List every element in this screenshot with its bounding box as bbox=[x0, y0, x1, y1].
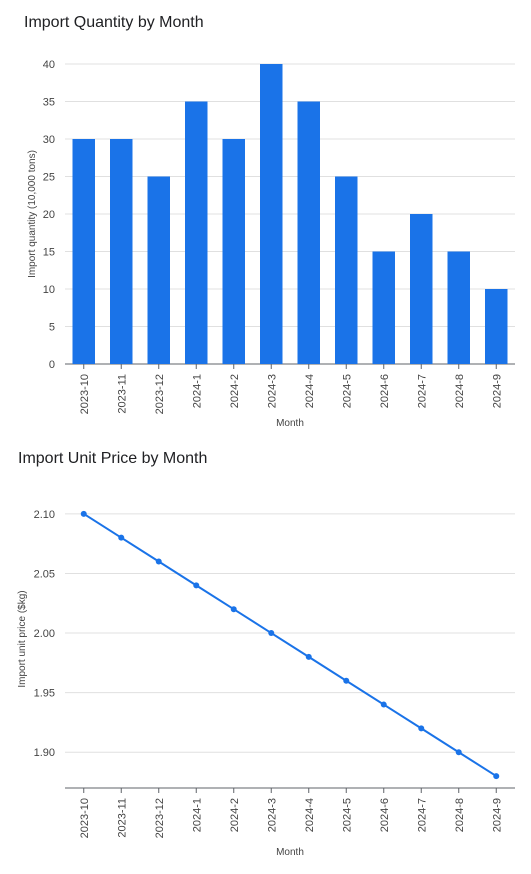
data-point bbox=[118, 534, 125, 541]
bar bbox=[260, 64, 283, 364]
y-tick-label: 30 bbox=[43, 134, 55, 146]
bar bbox=[410, 214, 433, 364]
series-line bbox=[83, 512, 497, 777]
x-tick-label: 2024-5 bbox=[341, 798, 353, 832]
bar bbox=[297, 101, 320, 364]
data-point bbox=[80, 510, 87, 517]
data-point bbox=[418, 725, 425, 732]
x-axis-title: Month bbox=[276, 418, 304, 429]
bar bbox=[485, 289, 508, 364]
x-tick-label: 2024-1 bbox=[191, 798, 203, 832]
y-axis-title: Import unit price ($kg) bbox=[17, 590, 28, 687]
y-tick-label: 1.95 bbox=[34, 688, 55, 700]
x-tick-label: 2023-11 bbox=[116, 798, 128, 838]
data-point bbox=[493, 773, 500, 780]
y-tick-label: 2.05 bbox=[34, 568, 55, 580]
data-point bbox=[155, 558, 162, 565]
y-tick-label: 0 bbox=[49, 359, 55, 371]
x-tick-label: 2024-9 bbox=[491, 374, 503, 408]
data-point bbox=[268, 630, 275, 637]
chart-title: Import Unit Price by Month bbox=[18, 450, 208, 467]
x-tick-label: 2024-5 bbox=[341, 374, 353, 408]
bar bbox=[222, 139, 245, 364]
x-tick-label: 2024-2 bbox=[229, 798, 241, 832]
x-tick-label: 2024-6 bbox=[379, 798, 391, 832]
bar bbox=[147, 176, 170, 364]
bar bbox=[72, 139, 95, 364]
bar bbox=[110, 139, 133, 364]
y-tick-label: 25 bbox=[43, 172, 55, 184]
x-tick-label: 2024-8 bbox=[454, 374, 466, 408]
x-tick-label: 2024-8 bbox=[454, 798, 466, 832]
chart-title: Import Quantity by Month bbox=[24, 14, 204, 31]
x-tick-label: 2023-12 bbox=[154, 798, 166, 838]
x-tick-label: 2024-6 bbox=[379, 374, 391, 408]
y-tick-label: 20 bbox=[43, 209, 55, 221]
x-tick-label: 2023-10 bbox=[79, 798, 91, 838]
bar-chart: 0 5 10 15 20 25 30 35 40 2023-10 2023-11 2023-12 202… bbox=[27, 59, 515, 429]
data-point bbox=[380, 701, 387, 708]
data-point bbox=[343, 677, 350, 684]
x-tick-label: 2024-9 bbox=[491, 798, 503, 832]
data-point bbox=[193, 582, 200, 589]
x-tick-label: 2023-11 bbox=[116, 374, 128, 414]
x-axis-title: Month bbox=[276, 847, 304, 858]
bar bbox=[372, 251, 395, 364]
y-tick-label: 10 bbox=[43, 284, 55, 296]
y-tick-label: 40 bbox=[43, 59, 55, 71]
bar bbox=[447, 251, 470, 364]
x-tick-label: 2024-4 bbox=[304, 374, 316, 408]
data-point bbox=[230, 606, 237, 613]
x-tick-label: 2023-12 bbox=[154, 374, 166, 414]
x-tick-label: 2024-3 bbox=[266, 798, 278, 832]
bar bbox=[185, 101, 208, 364]
bar bbox=[335, 176, 358, 364]
line-chart: 1.90 1.95 2.00 2.05 2.10 2023-10 2023-11 2023-1… bbox=[17, 509, 515, 858]
x-tick-label: 2024-7 bbox=[416, 374, 428, 408]
x-tick-label: 2024-7 bbox=[416, 798, 428, 832]
y-tick-label: 35 bbox=[43, 97, 55, 109]
y-tick-label: 2.00 bbox=[34, 628, 55, 640]
x-tick-label: 2024-1 bbox=[191, 374, 203, 408]
x-tick-label: 2024-2 bbox=[229, 374, 241, 408]
y-tick-label: 5 bbox=[49, 322, 55, 334]
y-tick-label: 15 bbox=[43, 247, 55, 259]
x-tick-label: 2023-10 bbox=[79, 374, 91, 414]
y-axis-title: Import quantity (10,000 tons) bbox=[27, 150, 38, 278]
y-tick-label: 1.90 bbox=[34, 747, 55, 759]
data-point bbox=[305, 653, 312, 660]
x-tick-label: 2024-3 bbox=[266, 374, 278, 408]
y-tick-label: 2.10 bbox=[34, 509, 55, 521]
x-tick-label: 2024-4 bbox=[304, 798, 316, 832]
data-point bbox=[455, 749, 462, 756]
